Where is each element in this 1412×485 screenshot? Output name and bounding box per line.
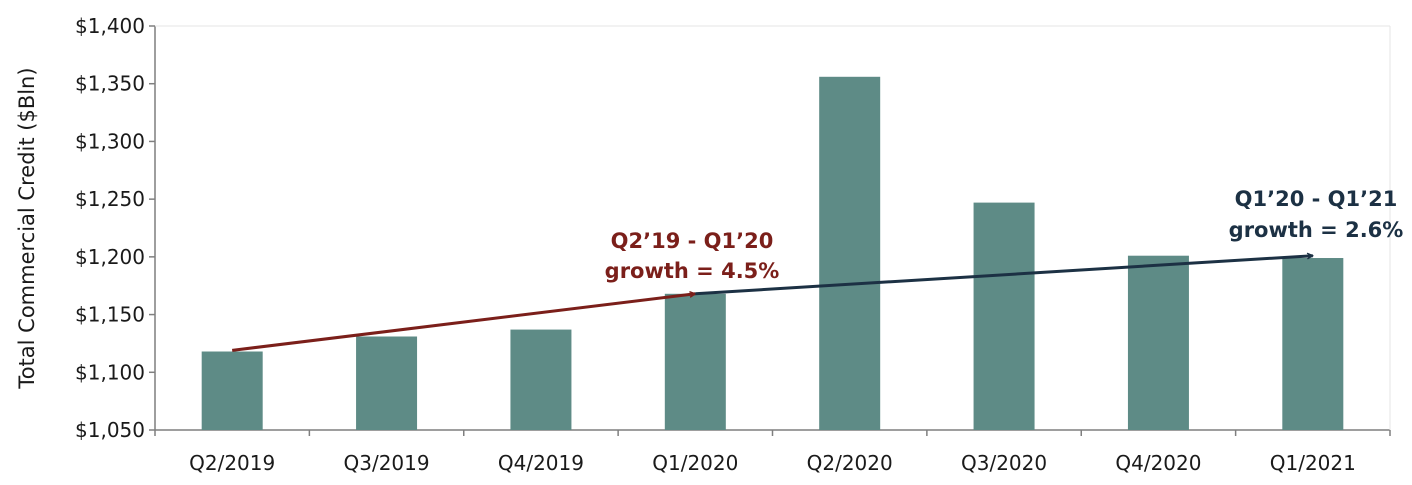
growth-annotation-period: Q2’19 - Q1’20	[611, 229, 774, 253]
y-tick-label: $1,200	[75, 245, 145, 269]
y-tick-label: $1,250	[75, 187, 145, 211]
y-axis-ticks: $1,050 $1,100 $1,150 $1,200 $1,250 $1,300 $1,3…	[75, 14, 155, 442]
bars-group	[201, 76, 1344, 430]
x-axis-ticks: Q2/2019 Q3/2019 Q4/2019 Q1/2020 Q2/2020 Q3/20…	[154, 430, 1391, 475]
growth-arrows: Q2’19 - Q1’20 growth = 4.5% Q1’20 - Q1’21 g…	[232, 187, 1404, 352]
x-tick-label: Q1/2021	[1270, 451, 1356, 475]
y-tick-label: $1,300	[75, 129, 145, 153]
y-tick-label: $1,150	[75, 303, 145, 327]
bar-Q1-2020	[664, 293, 726, 430]
y-tick-label: $1,350	[75, 72, 145, 96]
x-tick-label: Q2/2019	[189, 451, 275, 475]
bar-Q2-2019	[201, 351, 263, 430]
bar-Q3-2020	[973, 202, 1035, 430]
y-tick-label: $1,400	[75, 14, 145, 38]
x-tick-label: Q4/2020	[1115, 451, 1201, 475]
x-tick-label: Q3/2019	[344, 451, 430, 475]
bar-Q3-2019	[356, 336, 418, 430]
y-tick-label: $1,050	[75, 418, 145, 442]
y-axis-label: Total Commercial Credit ($Bln)	[15, 67, 39, 389]
bar-Q4-2019	[510, 329, 572, 430]
y-tick-label: $1,100	[75, 360, 145, 384]
growth-annotation-period: Q1’20 - Q1’21	[1235, 187, 1398, 211]
x-tick-label: Q4/2019	[498, 451, 584, 475]
bar-Q4-2020	[1127, 255, 1189, 430]
growth-annotation-rate: growth = 4.5%	[605, 259, 780, 283]
plot-frame	[154, 25, 1391, 431]
x-tick-label: Q3/2020	[961, 451, 1047, 475]
growth-annotation-rate: growth = 2.6%	[1229, 218, 1404, 242]
bar-Q1-2021	[1282, 258, 1344, 430]
x-tick-label: Q1/2020	[652, 451, 738, 475]
growth-arrow-2	[695, 256, 1313, 296]
x-tick-label: Q2/2020	[807, 451, 893, 475]
growth-arrow-1	[232, 294, 695, 352]
bar-Q2-2020	[819, 76, 881, 430]
